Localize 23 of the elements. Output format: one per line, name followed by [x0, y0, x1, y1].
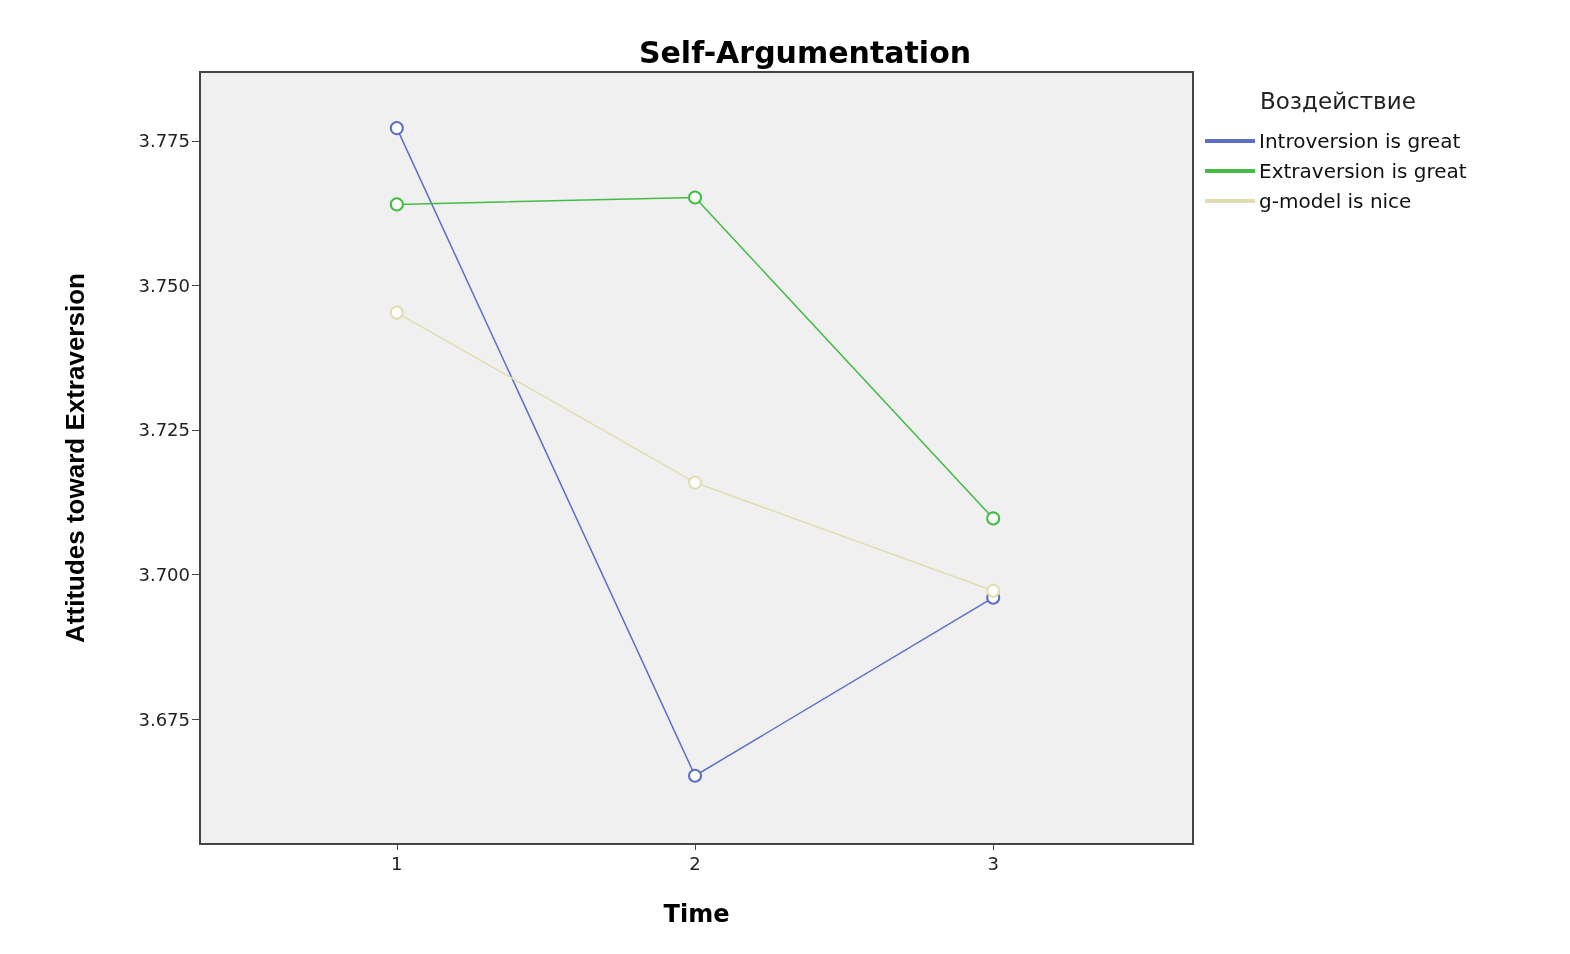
legend-label: g-model is nice: [1259, 189, 1412, 213]
y-tick-label: 3.675: [138, 708, 190, 730]
point: [688, 190, 703, 205]
x-tick-label: 2: [689, 852, 701, 874]
x-axis-title: Time: [663, 900, 730, 928]
y-axis-title: Attitudes toward Extraversion: [60, 273, 90, 643]
point: [389, 197, 404, 212]
x-tick-label: 3: [987, 852, 999, 874]
x-tick-label: 1: [391, 852, 403, 874]
point: [986, 511, 1001, 526]
y-tick-label: 3.725: [138, 419, 190, 441]
point: [688, 475, 703, 490]
legend-label: Introversion is great: [1259, 129, 1461, 153]
point: [688, 768, 703, 783]
chart-title: Self-Argumentation: [638, 34, 972, 70]
y-tick-label: 3.700: [138, 564, 190, 586]
legend-title: Воздействие: [1260, 87, 1416, 114]
y-tick-label: 3.750: [138, 274, 190, 296]
point: [389, 305, 404, 320]
point: [389, 121, 404, 136]
legend-label: Extraversion is great: [1259, 159, 1467, 183]
y-tick-label: 3.775: [138, 130, 190, 152]
point: [986, 583, 1001, 598]
